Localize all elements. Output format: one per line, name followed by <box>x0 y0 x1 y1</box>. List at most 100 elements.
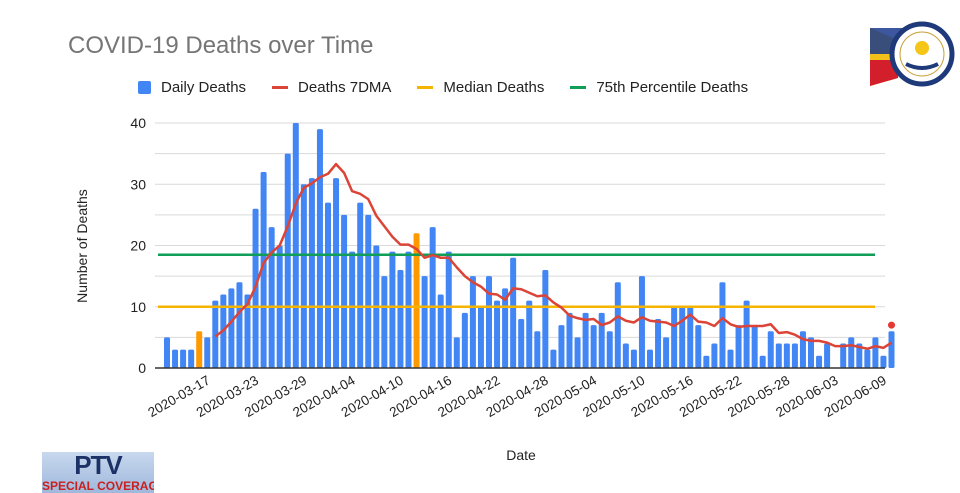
x-axis-title: Date <box>506 447 536 463</box>
bar-daily-deaths <box>188 349 195 368</box>
bar-daily-deaths <box>389 251 396 368</box>
bar-daily-deaths <box>695 325 702 368</box>
bar-daily-deaths <box>808 337 814 368</box>
bar-daily-deaths <box>236 282 243 368</box>
bar-daily-deaths <box>598 312 605 368</box>
bar-daily-deaths <box>566 312 573 368</box>
bar-daily-deaths <box>590 325 597 368</box>
bar-daily-deaths <box>502 288 509 368</box>
bar-daily-deaths <box>735 325 742 368</box>
bar-daily-deaths <box>421 276 428 368</box>
bar-daily-deaths <box>751 325 758 368</box>
bar-daily-deaths <box>582 312 589 368</box>
y-tick-label: 30 <box>130 176 146 192</box>
bar-daily-deaths <box>783 343 790 368</box>
bar-daily-deaths <box>196 331 203 368</box>
bar-daily-deaths <box>824 343 831 368</box>
bar-daily-deaths <box>413 233 420 368</box>
bar-daily-deaths <box>204 337 211 368</box>
bar-daily-deaths <box>848 337 855 368</box>
legend-item-daily-deaths[interactable]: Daily Deaths <box>138 79 246 96</box>
bar-daily-deaths <box>453 337 460 368</box>
bar-daily-deaths <box>526 300 533 368</box>
bar-daily-deaths <box>397 270 404 368</box>
bar-daily-deaths <box>759 355 766 368</box>
legend-item-75th[interactable]: 75th Percentile Deaths <box>570 79 748 96</box>
bar-daily-deaths <box>719 282 726 368</box>
rtvm-seal-logo <box>870 21 955 87</box>
bar-daily-deaths <box>308 178 315 368</box>
bar-daily-deaths <box>268 227 275 368</box>
legend-item-7dma[interactable]: Deaths 7DMA <box>272 79 391 96</box>
bar-daily-deaths <box>727 349 734 368</box>
bar-daily-deaths <box>429 227 436 368</box>
legend-label: Deaths 7DMA <box>298 79 392 96</box>
ptv-special-coverage-logo: PTV SPECIAL COVERAGE <box>42 452 154 493</box>
y-axis-title: Number of Deaths <box>74 189 90 303</box>
legend-swatch <box>272 86 289 89</box>
bar-daily-deaths <box>679 306 686 368</box>
bar-daily-deaths <box>292 123 299 368</box>
bar-daily-deaths <box>469 276 476 368</box>
bar-daily-deaths <box>647 349 653 368</box>
bar-daily-deaths <box>477 306 484 368</box>
bar-daily-deaths <box>655 319 662 368</box>
bar-daily-deaths <box>638 276 645 368</box>
bar-daily-deaths <box>856 343 863 368</box>
bar-daily-deaths <box>888 331 895 368</box>
bar-daily-deaths <box>534 331 541 368</box>
bar-daily-deaths <box>325 202 331 368</box>
bar-daily-deaths <box>687 306 694 368</box>
bar-daily-deaths <box>743 300 750 368</box>
bar-daily-deaths <box>164 337 170 368</box>
bar-daily-deaths <box>767 331 774 368</box>
legend-item-median[interactable]: Median Deaths <box>417 79 544 96</box>
bar-daily-deaths <box>663 337 670 368</box>
bar-daily-deaths <box>574 337 581 368</box>
bar-daily-deaths <box>405 251 412 368</box>
bar-daily-deaths <box>775 343 782 368</box>
chart-title: COVID-19 Deaths over Time <box>68 32 374 59</box>
bar-daily-deaths <box>349 251 356 368</box>
bar-daily-deaths <box>494 300 501 368</box>
bar-daily-deaths <box>550 349 557 368</box>
bar-daily-deaths <box>172 349 179 368</box>
bar-daily-deaths <box>365 214 372 368</box>
bar-daily-deaths <box>445 251 452 368</box>
bar-daily-deaths <box>518 319 525 368</box>
bar-daily-deaths <box>703 355 710 368</box>
bar-daily-deaths <box>260 172 267 368</box>
legend-swatch <box>138 81 151 94</box>
bar-daily-deaths <box>791 343 798 368</box>
bar-daily-deaths <box>872 337 879 368</box>
legend-label: Daily Deaths <box>161 79 247 96</box>
legend: Daily Deaths Deaths 7DMA Median Deaths 7… <box>138 79 774 96</box>
bar-daily-deaths <box>437 294 444 368</box>
bar-daily-deaths <box>284 153 291 368</box>
bar-daily-deaths <box>671 306 678 368</box>
special-coverage-text: SPECIAL COVERAGE <box>42 479 154 493</box>
legend-swatch <box>417 86 434 89</box>
bar-daily-deaths <box>606 331 613 368</box>
legend-label: Median Deaths <box>443 79 545 96</box>
bar-daily-deaths <box>357 202 364 368</box>
bar-daily-deaths <box>510 257 517 368</box>
bar-daily-deaths <box>558 325 565 368</box>
line-7dma <box>214 162 893 351</box>
bar-daily-deaths <box>864 349 871 368</box>
y-tick-label: 10 <box>130 299 146 315</box>
y-tick-label: 40 <box>130 115 146 131</box>
bar-daily-deaths <box>381 276 388 368</box>
bar-daily-deaths <box>542 270 549 368</box>
y-tick-label: 0 <box>138 360 146 376</box>
bar-daily-deaths <box>333 178 340 368</box>
bar-daily-deaths <box>341 214 348 368</box>
bar-daily-deaths <box>486 276 492 368</box>
bar-daily-deaths <box>316 129 323 368</box>
bar-daily-deaths <box>880 355 887 368</box>
legend-label: 75th Percentile Deaths <box>596 79 749 96</box>
bar-daily-deaths <box>244 294 251 368</box>
bar-daily-deaths <box>461 312 468 368</box>
bar-daily-deaths <box>630 349 637 368</box>
